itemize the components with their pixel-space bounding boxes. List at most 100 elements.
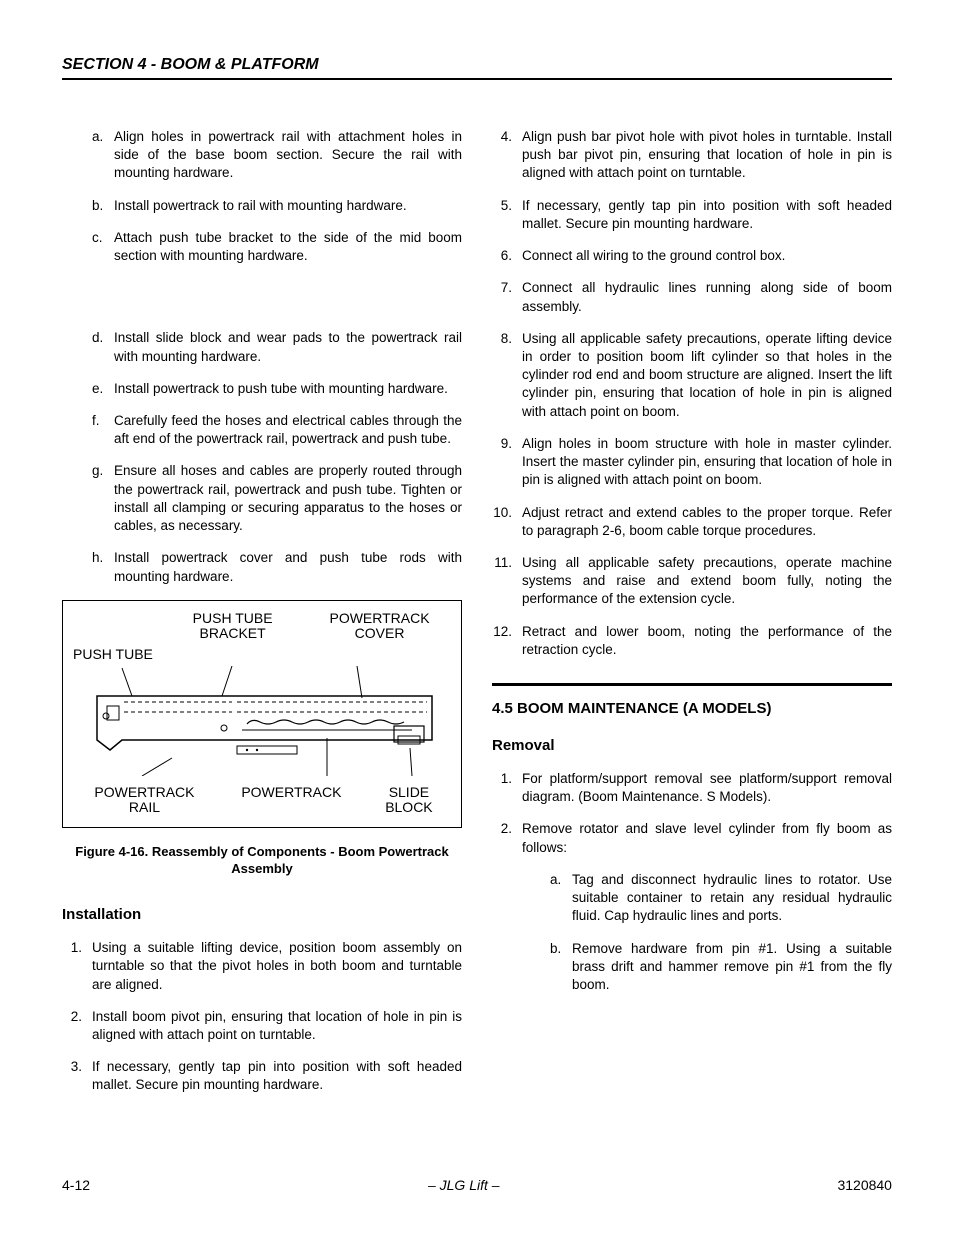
figure-caption: Figure 4-16. Reassembly of Components - … bbox=[62, 844, 462, 878]
removal-sub-list: a.Tag and disconnect hydraulic lines to … bbox=[548, 871, 892, 994]
rightnum-item: 5.If necessary, gently tap pin into posi… bbox=[492, 197, 892, 233]
alpha2-marker: h. bbox=[90, 549, 114, 585]
removal-sub-text: Remove hardware from pin #1. Using a sui… bbox=[572, 940, 892, 995]
alpha-list-2: d.Install slide block and wear pads to t… bbox=[90, 329, 462, 585]
rightnum-item: 10.Adjust retract and extend cables to t… bbox=[492, 504, 892, 540]
alpha2-item: f.Carefully feed the hoses and electrica… bbox=[90, 412, 462, 448]
rightnum-marker: 4. bbox=[492, 128, 522, 183]
rightnum-item: 6.Connect all wiring to the ground contr… bbox=[492, 247, 892, 265]
installation-heading: Installation bbox=[62, 906, 462, 923]
section-4-5: 4.5 BOOM MAINTENANCE (A MODELS) Removal … bbox=[492, 683, 892, 994]
install-marker: 3. bbox=[62, 1058, 92, 1094]
section-4-5-title: 4.5 BOOM MAINTENANCE (A MODELS) bbox=[492, 700, 892, 717]
alpha2-item: e.Install powertrack to push tube with m… bbox=[90, 380, 462, 398]
alpha2-marker: e. bbox=[90, 380, 114, 398]
rightnum-item: 8.Using all applicable safety precaution… bbox=[492, 330, 892, 421]
alpha2-marker: g. bbox=[90, 462, 114, 535]
rightnum-text: Connect all hydraulic lines running alon… bbox=[522, 279, 892, 315]
spacer bbox=[62, 279, 462, 329]
page-footer: 4-12 – JLG Lift – 3120840 bbox=[62, 1177, 892, 1193]
page: SECTION 4 - BOOM & PLATFORM a.Align hole… bbox=[0, 0, 954, 1235]
rightnum-text: Align holes in boom structure with hole … bbox=[522, 435, 892, 490]
removal-item: 1.For platform/support removal see platf… bbox=[492, 770, 892, 806]
installation-list: 1.Using a suitable lifting device, posit… bbox=[62, 939, 462, 1095]
label-powertrack-rail: POWERTRACKRAIL bbox=[71, 785, 218, 816]
label-powertrack: POWERTRACK bbox=[218, 785, 365, 816]
rightnum-item: 11.Using all applicable safety precautio… bbox=[492, 554, 892, 609]
removal-sub-marker: a. bbox=[548, 871, 572, 926]
rightnum-text: Align push bar pivot hole with pivot hol… bbox=[522, 128, 892, 183]
right-num-list: 4.Align push bar pivot hole with pivot h… bbox=[492, 128, 892, 659]
rightnum-text: Retract and lower boom, noting the perfo… bbox=[522, 623, 892, 659]
right-column: 4.Align push bar pivot hole with pivot h… bbox=[492, 128, 892, 1109]
alpha2-text: Ensure all hoses and cables are properly… bbox=[114, 462, 462, 535]
rightnum-text: If necessary, gently tap pin into positi… bbox=[522, 197, 892, 233]
alpha1-marker: c. bbox=[90, 229, 114, 265]
rightnum-marker: 9. bbox=[492, 435, 522, 490]
two-column-layout: a.Align holes in powertrack rail with at… bbox=[62, 128, 892, 1109]
alpha2-marker: d. bbox=[90, 329, 114, 365]
install-text: If necessary, gently tap pin into positi… bbox=[92, 1058, 462, 1094]
section-header: SECTION 4 - BOOM & PLATFORM bbox=[62, 56, 892, 80]
rightnum-marker: 11. bbox=[492, 554, 522, 609]
rightnum-marker: 7. bbox=[492, 279, 522, 315]
alpha2-text: Install slide block and wear pads to the… bbox=[114, 329, 462, 365]
rightnum-item: 7.Connect all hydraulic lines running al… bbox=[492, 279, 892, 315]
alpha1-text: Align holes in powertrack rail with atta… bbox=[114, 128, 462, 183]
removal-text: For platform/support removal see platfor… bbox=[522, 770, 892, 806]
figure-top-labels: PUSH TUBEBRACKET POWERTRACKCOVER bbox=[71, 611, 453, 642]
rightnum-text: Connect all wiring to the ground control… bbox=[522, 247, 892, 265]
removal-sub-text: Tag and disconnect hydraulic lines to ro… bbox=[572, 871, 892, 926]
alpha1-item: b.Install powertrack to rail with mounti… bbox=[90, 197, 462, 215]
install-item: 1.Using a suitable lifting device, posit… bbox=[62, 939, 462, 994]
install-text: Install boom pivot pin, ensuring that lo… bbox=[92, 1008, 462, 1044]
alpha-list-1: a.Align holes in powertrack rail with at… bbox=[90, 128, 462, 265]
alpha2-item: h.Install powertrack cover and push tube… bbox=[90, 549, 462, 585]
figure-diagram bbox=[71, 666, 453, 776]
figure-bottom-labels: POWERTRACKRAIL POWERTRACK SLIDEBLOCK bbox=[71, 785, 453, 816]
removal-marker: 2. bbox=[492, 820, 522, 856]
footer-doc-number: 3120840 bbox=[837, 1177, 892, 1193]
removal-sub-item: b.Remove hardware from pin #1. Using a s… bbox=[548, 940, 892, 995]
install-marker: 2. bbox=[62, 1008, 92, 1044]
alpha1-item: a.Align holes in powertrack rail with at… bbox=[90, 128, 462, 183]
alpha1-marker: a. bbox=[90, 128, 114, 183]
alpha2-marker: f. bbox=[90, 412, 114, 448]
label-push-tube: PUSH TUBE bbox=[73, 646, 453, 662]
removal-text: Remove rotator and slave level cylinder … bbox=[522, 820, 892, 856]
rightnum-text: Adjust retract and extend cables to the … bbox=[522, 504, 892, 540]
rightnum-marker: 8. bbox=[492, 330, 522, 421]
install-item: 2.Install boom pivot pin, ensuring that … bbox=[62, 1008, 462, 1044]
alpha2-text: Install powertrack cover and push tube r… bbox=[114, 549, 462, 585]
rightnum-marker: 10. bbox=[492, 504, 522, 540]
label-slide-block: SLIDEBLOCK bbox=[365, 785, 453, 816]
rightnum-text: Using all applicable safety precautions,… bbox=[522, 554, 892, 609]
alpha2-item: g.Ensure all hoses and cables are proper… bbox=[90, 462, 462, 535]
alpha2-item: d.Install slide block and wear pads to t… bbox=[90, 329, 462, 365]
alpha1-marker: b. bbox=[90, 197, 114, 215]
removal-sub-marker: b. bbox=[548, 940, 572, 995]
label-powertrack-cover: POWERTRACKCOVER bbox=[306, 611, 453, 642]
left-column: a.Align holes in powertrack rail with at… bbox=[62, 128, 462, 1109]
rightnum-marker: 5. bbox=[492, 197, 522, 233]
removal-marker: 1. bbox=[492, 770, 522, 806]
alpha1-item: c.Attach push tube bracket to the side o… bbox=[90, 229, 462, 265]
footer-page-number: 4-12 bbox=[62, 1177, 90, 1193]
rightnum-marker: 12. bbox=[492, 623, 522, 659]
install-text: Using a suitable lifting device, positio… bbox=[92, 939, 462, 994]
rightnum-item: 9.Align holes in boom structure with hol… bbox=[492, 435, 892, 490]
label-push-tube-bracket: PUSH TUBEBRACKET bbox=[159, 611, 306, 642]
removal-list: 1.For platform/support removal see platf… bbox=[492, 770, 892, 857]
rightnum-item: 12.Retract and lower boom, noting the pe… bbox=[492, 623, 892, 659]
removal-sub-item: a.Tag and disconnect hydraulic lines to … bbox=[548, 871, 892, 926]
figure-4-16: PUSH TUBEBRACKET POWERTRACKCOVER PUSH TU… bbox=[62, 600, 462, 829]
rightnum-text: Using all applicable safety precautions,… bbox=[522, 330, 892, 421]
rightnum-item: 4.Align push bar pivot hole with pivot h… bbox=[492, 128, 892, 183]
alpha2-text: Carefully feed the hoses and electrical … bbox=[114, 412, 462, 448]
footer-center: – JLG Lift – bbox=[428, 1177, 500, 1193]
alpha1-text: Install powertrack to rail with mounting… bbox=[114, 197, 462, 215]
install-marker: 1. bbox=[62, 939, 92, 994]
removal-item: 2.Remove rotator and slave level cylinde… bbox=[492, 820, 892, 856]
alpha2-text: Install powertrack to push tube with mou… bbox=[114, 380, 462, 398]
rightnum-marker: 6. bbox=[492, 247, 522, 265]
